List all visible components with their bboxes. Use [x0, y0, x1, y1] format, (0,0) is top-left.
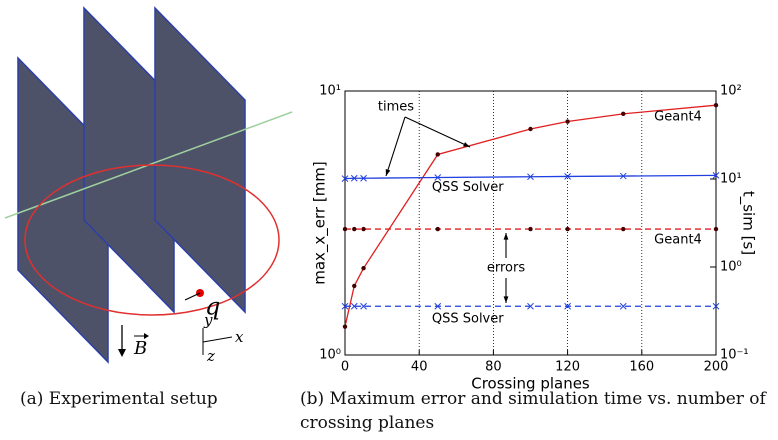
point: [619, 302, 627, 310]
point: [565, 226, 570, 232]
point: [434, 174, 442, 181]
annotation-arrowhead: [463, 142, 470, 147]
point: [527, 173, 534, 181]
series-line: [344, 104, 717, 327]
point-stroke: [619, 172, 627, 180]
point-stroke: [619, 302, 627, 310]
annotation-arrow: [404, 116, 471, 148]
point: [564, 302, 571, 310]
point: [360, 174, 367, 182]
point: [434, 302, 442, 310]
x-axis-label: Crossing planes: [471, 375, 590, 393]
plot-frame: [344, 90, 717, 356]
x-tick-label: 120: [555, 360, 580, 375]
point-stroke: [434, 302, 442, 310]
point: [621, 111, 626, 117]
y2-tick-label: 10²: [720, 84, 742, 99]
point-stroke: [434, 174, 442, 181]
chart: 0 40 80 120 160 200 10⁰ 10¹ 10⁻¹ 10⁰ 10¹ 10² Crossin…: [311, 84, 758, 393]
x-axis-icon: [202, 336, 233, 343]
point: [341, 302, 349, 310]
point: [621, 226, 626, 232]
x-tick-label: 160: [629, 360, 654, 375]
point-stroke: [527, 302, 534, 310]
point: [342, 324, 348, 329]
plane: [83, 6, 175, 314]
point: [435, 152, 440, 157]
point: [527, 302, 534, 310]
point: [350, 174, 358, 182]
point: [619, 172, 627, 180]
annotation: times: [378, 100, 414, 115]
point: [712, 302, 720, 310]
field-arrowhead: [118, 349, 126, 357]
annotation-arrow: [385, 116, 406, 177]
point: [565, 119, 570, 124]
point: [342, 226, 348, 232]
point-stroke: [360, 174, 367, 182]
point: [350, 302, 358, 310]
y-tick-label: 10⁰: [319, 348, 341, 363]
point: [352, 283, 357, 289]
point: [361, 265, 366, 271]
point-stroke: [564, 302, 571, 310]
x-tick-label: 0: [341, 360, 349, 375]
trajectory: [24, 164, 280, 316]
series-label: QSS Solver: [432, 180, 504, 195]
point: [713, 102, 719, 108]
x-label: x: [235, 328, 244, 346]
point: [713, 226, 719, 232]
y2-tick-label: 10¹: [720, 172, 742, 187]
point: [564, 173, 571, 180]
series-label: QSS Solver: [432, 312, 504, 327]
series-label: Geant4: [654, 233, 702, 248]
z-label: z: [206, 347, 215, 365]
y2-tick-label: 10⁰: [720, 260, 742, 275]
point: [341, 175, 349, 182]
point: [712, 172, 720, 179]
point-stroke: [527, 173, 534, 181]
point-stroke: [350, 174, 358, 182]
point-stroke: [564, 173, 571, 180]
annotation: errors: [487, 261, 525, 276]
caption-a: (a) Experimental setup: [20, 389, 218, 409]
y2-tick-label: 10⁻¹: [720, 348, 749, 363]
series-label: Geant4: [654, 110, 702, 125]
y2-axis-label: t_sim [s]: [739, 191, 758, 255]
point-stroke: [350, 302, 358, 310]
velocity: [184, 292, 201, 301]
vector-arrowhead: [144, 333, 149, 339]
y-axis-label: max_x_err [mm]: [311, 161, 330, 285]
annotation-arrowhead: [385, 169, 391, 176]
x-tick-label: 40: [411, 360, 428, 375]
annotation-arrowhead: [503, 233, 509, 240]
series-line: [344, 174, 717, 180]
y-tick-label: 10¹: [319, 84, 341, 99]
point-stroke: [341, 302, 349, 310]
point-stroke: [712, 172, 720, 179]
point: [361, 226, 366, 232]
y-label: y: [203, 311, 213, 329]
plane: [154, 6, 246, 314]
point-stroke: [712, 302, 720, 310]
point-stroke: [341, 175, 349, 182]
x-tick-label: 200: [704, 360, 729, 375]
setup-diagram: q B y x z: [4, 6, 293, 365]
point: [528, 126, 533, 132]
point: [352, 226, 357, 232]
field-label: B: [133, 338, 147, 359]
x-tick-label: 80: [485, 360, 502, 375]
point: [435, 226, 440, 232]
annotation-arrowhead: [503, 296, 509, 303]
point-stroke: [360, 302, 367, 310]
point: [360, 302, 367, 310]
point: [528, 226, 533, 232]
charge-label: q: [205, 293, 220, 321]
caption-b: (b) Maximum error and simulation time vs…: [300, 389, 766, 433]
